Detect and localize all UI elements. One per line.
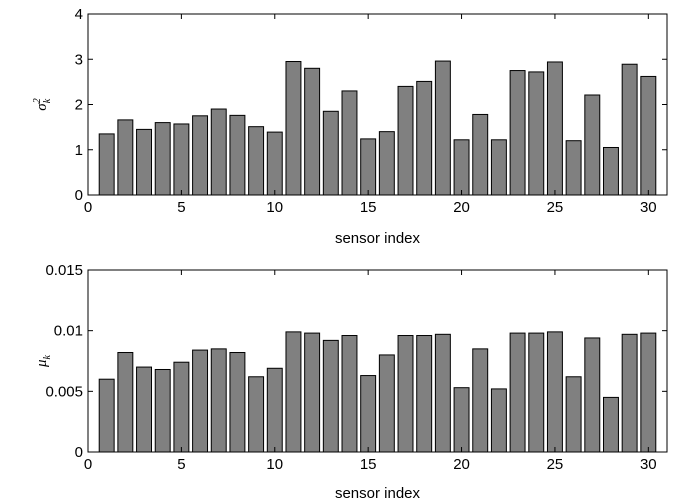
bar-sensor-6: [192, 115, 209, 196]
x-tick-label: 30: [640, 199, 657, 216]
bar-sensor-7: [210, 348, 227, 453]
x-tick-label: 0: [84, 456, 92, 473]
y-tick-label: 0.015: [45, 262, 83, 279]
bar-sensor-1: [98, 133, 115, 196]
bar-sensor-2: [117, 352, 134, 453]
y-tick-label: 0.01: [54, 323, 83, 340]
x-axis-label: sensor index: [335, 230, 421, 247]
bar-sensor-13: [322, 110, 339, 196]
bar-sensor-20: [453, 387, 470, 453]
bar-sensor-2: [117, 119, 134, 196]
y-tick-label: 4: [75, 6, 83, 23]
bar-sensor-19: [434, 60, 451, 196]
y-tick-label: 2: [75, 97, 83, 114]
bar-sensor-10: [266, 367, 283, 453]
bar-sensor-22: [490, 388, 507, 453]
bar-sensor-13: [322, 339, 339, 453]
plot-frame: [87, 269, 668, 453]
x-tick-label: 10: [266, 199, 283, 216]
x-tick-label: 5: [177, 456, 185, 473]
bar-sensor-12: [304, 332, 321, 453]
x-tick-label: 10: [266, 456, 283, 473]
bar-sensor-18: [416, 335, 433, 453]
y-axis-label: σ2k: [32, 98, 53, 110]
x-tick-label: 30: [640, 456, 657, 473]
bar-sensor-9: [248, 376, 265, 453]
x-tick-label: 25: [547, 456, 564, 473]
bar-sensor-24: [528, 332, 545, 453]
bar-sensor-11: [285, 61, 302, 196]
bar-sensor-17: [397, 85, 414, 196]
bar-sensor-28: [603, 146, 619, 196]
bar-sensor-28: [603, 396, 619, 453]
bar-sensor-25: [546, 331, 563, 453]
x-tick-label: 15: [360, 456, 377, 473]
y-axis-label: μk: [34, 354, 53, 368]
x-tick-label: 5: [177, 199, 185, 216]
bar-sensor-7: [210, 108, 227, 196]
bar-sensor-5: [173, 361, 190, 453]
x-tick-label: 15: [360, 199, 377, 216]
x-tick-label: 20: [453, 199, 470, 216]
bar-sensor-25: [546, 61, 563, 196]
bar-sensor-6: [192, 349, 209, 453]
x-tick-label: 0: [84, 199, 92, 216]
bar-sensor-14: [341, 335, 358, 453]
bar-sensor-3: [136, 366, 152, 453]
bar-sensor-20: [453, 139, 470, 196]
bar-sensor-26: [565, 376, 582, 453]
y-tick-label: 0.005: [45, 383, 83, 400]
bar-sensor-23: [509, 70, 526, 196]
bar-sensor-21: [472, 348, 489, 453]
chart-panel-1: 0 5 10 15 20 25 30 0 1 2 3 4 sensor index σ2k: [32, 6, 668, 247]
bar-sensor-22: [490, 139, 507, 196]
bar-sensor-8: [229, 114, 246, 196]
y-tick-label: 0: [75, 187, 83, 204]
bar-sensor-15: [360, 375, 377, 453]
bar-sensor-29: [621, 333, 638, 453]
bar-sensor-11: [285, 331, 302, 453]
bar-sensor-30: [640, 75, 657, 196]
bar-sensor-23: [509, 332, 526, 453]
bar-sensor-27: [584, 337, 601, 453]
bar-sensor-10: [266, 131, 283, 196]
bar-sensor-27: [584, 94, 601, 196]
bar-sensor-4: [154, 122, 171, 196]
bar-sensor-9: [248, 126, 265, 196]
x-tick-label: 25: [547, 199, 564, 216]
bar-sensor-18: [416, 80, 433, 196]
y-tick-label: 3: [75, 51, 83, 68]
bar-sensor-1: [98, 378, 115, 453]
bar-sensor-5: [173, 123, 190, 196]
bar-sensor-24: [528, 71, 545, 196]
bar-sensor-15: [360, 138, 377, 196]
bar-sensor-16: [378, 354, 395, 453]
x-tick-label: 20: [453, 456, 470, 473]
chart-panel-2: 0 5 10 15 20 25 30 0 0.005 0.01 0.015 sensor index μ…: [34, 262, 668, 502]
x-axis-label: sensor index: [335, 485, 421, 502]
bar-sensor-8: [229, 352, 246, 453]
bar-sensor-26: [565, 140, 582, 196]
bar-sensor-4: [154, 368, 171, 453]
y-tick-label: 0: [75, 444, 83, 461]
bar-sensor-21: [472, 113, 489, 196]
bar-sensor-19: [434, 333, 451, 453]
y-tick-label: 1: [75, 142, 83, 159]
bar-sensor-30: [640, 332, 657, 453]
bar-sensor-14: [341, 90, 358, 196]
bar-sensor-16: [378, 131, 395, 196]
bar-sensor-12: [304, 67, 321, 196]
bar-sensor-3: [136, 128, 152, 196]
bar-sensor-29: [621, 63, 638, 196]
bar-sensor-17: [397, 335, 414, 453]
